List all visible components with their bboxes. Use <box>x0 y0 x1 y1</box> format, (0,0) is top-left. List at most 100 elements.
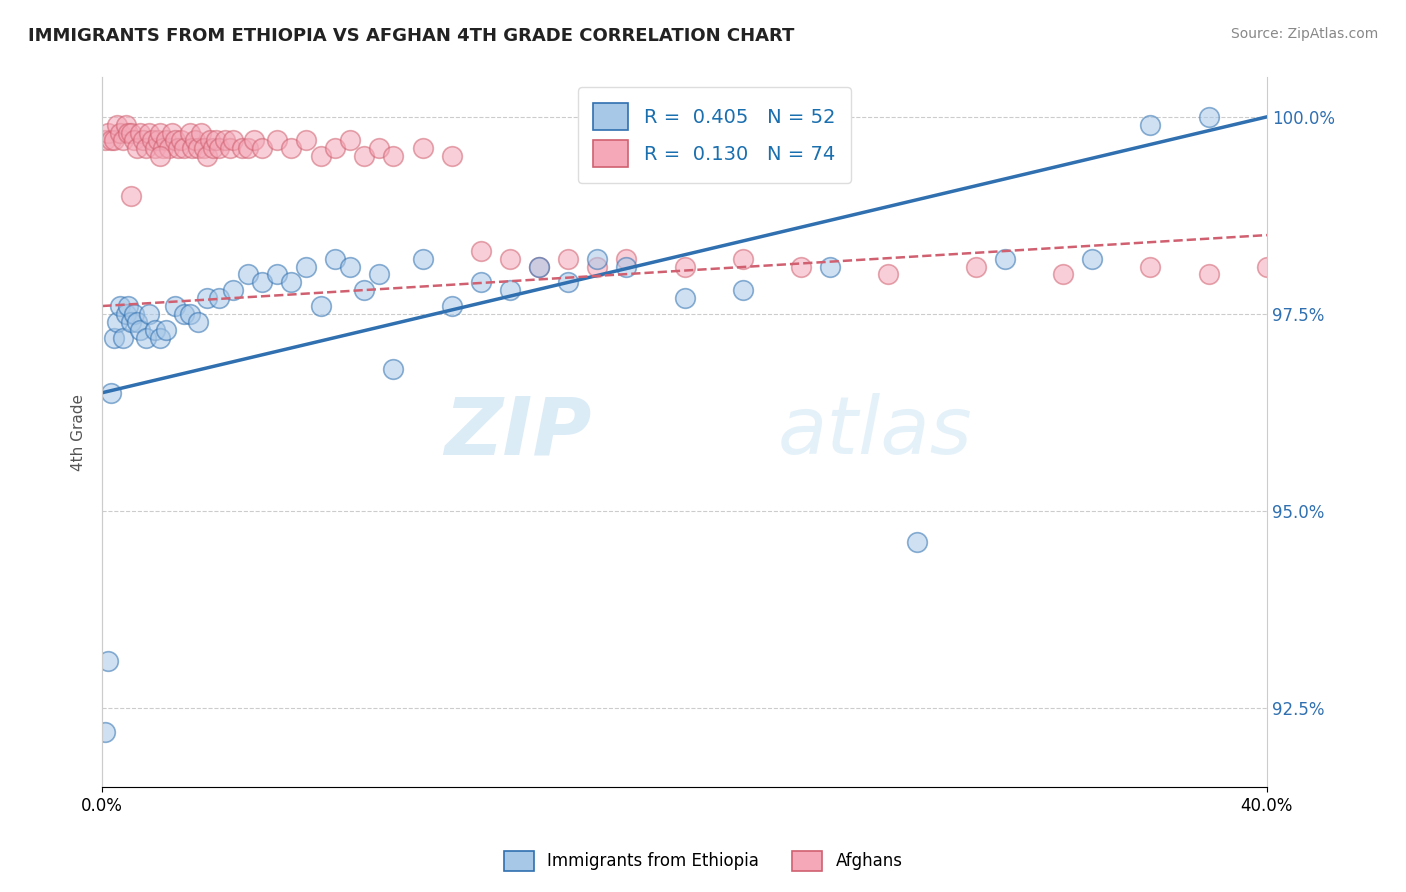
Point <box>138 307 160 321</box>
Point <box>160 126 183 140</box>
Point <box>353 283 375 297</box>
Point <box>108 299 131 313</box>
Point <box>236 141 259 155</box>
Point <box>117 126 139 140</box>
Point <box>132 134 155 148</box>
Point <box>179 307 201 321</box>
Point <box>557 276 579 290</box>
Point <box>214 134 236 148</box>
Point <box>382 362 405 376</box>
Point <box>208 141 231 155</box>
Point <box>181 141 204 155</box>
Point <box>143 323 166 337</box>
Point <box>907 535 929 549</box>
Point <box>295 260 318 274</box>
Point <box>499 252 522 266</box>
Point <box>411 252 433 266</box>
Point <box>157 141 180 155</box>
Point <box>470 244 492 258</box>
Point <box>201 141 224 155</box>
Point <box>120 126 142 140</box>
Point <box>184 134 207 148</box>
Point <box>141 134 163 148</box>
Point <box>198 134 221 148</box>
Point <box>339 134 361 148</box>
Point <box>114 118 136 132</box>
Point <box>440 149 463 163</box>
Point <box>1052 268 1074 282</box>
Point <box>190 126 212 140</box>
Point <box>135 141 157 155</box>
Point <box>170 134 193 148</box>
Point <box>97 654 120 668</box>
Point <box>470 276 492 290</box>
Point <box>127 315 149 329</box>
Point <box>252 141 274 155</box>
Point <box>673 260 696 274</box>
Point <box>994 252 1017 266</box>
Point <box>105 118 128 132</box>
Point <box>100 385 122 400</box>
Point <box>179 126 201 140</box>
Point <box>309 149 332 163</box>
Point <box>673 291 696 305</box>
Point <box>614 260 637 274</box>
Point <box>114 307 136 321</box>
Point <box>163 134 186 148</box>
Text: atlas: atlas <box>778 393 973 471</box>
Point <box>440 299 463 313</box>
Point <box>173 141 195 155</box>
Point <box>163 299 186 313</box>
Point <box>122 307 145 321</box>
Point <box>231 141 253 155</box>
Text: ZIP: ZIP <box>444 393 592 471</box>
Point <box>353 149 375 163</box>
Point <box>1139 260 1161 274</box>
Point <box>149 330 172 344</box>
Legend: R =  0.405   N = 52, R =  0.130   N = 74: R = 0.405 N = 52, R = 0.130 N = 74 <box>578 87 851 183</box>
Point <box>586 260 609 274</box>
Point <box>295 134 318 148</box>
Point <box>155 134 177 148</box>
Point <box>204 134 226 148</box>
Point <box>1081 252 1104 266</box>
Point <box>1256 260 1278 274</box>
Point <box>280 276 302 290</box>
Point <box>877 268 900 282</box>
Point <box>280 141 302 155</box>
Point <box>120 315 142 329</box>
Point <box>167 141 190 155</box>
Point <box>323 252 346 266</box>
Point <box>236 268 259 282</box>
Point <box>242 134 264 148</box>
Point <box>117 299 139 313</box>
Point <box>219 141 242 155</box>
Text: Source: ZipAtlas.com: Source: ZipAtlas.com <box>1230 27 1378 41</box>
Point <box>143 141 166 155</box>
Point <box>149 149 172 163</box>
Point <box>111 330 134 344</box>
Point <box>252 276 274 290</box>
Point <box>103 330 125 344</box>
Point <box>222 283 245 297</box>
Point <box>195 149 218 163</box>
Point <box>187 141 209 155</box>
Point <box>309 299 332 313</box>
Point <box>557 252 579 266</box>
Point <box>97 126 120 140</box>
Point <box>129 126 152 140</box>
Point <box>100 134 122 148</box>
Point <box>129 323 152 337</box>
Y-axis label: 4th Grade: 4th Grade <box>72 393 86 471</box>
Point <box>120 188 142 202</box>
Point <box>1198 268 1220 282</box>
Point <box>731 283 754 297</box>
Point <box>367 268 389 282</box>
Point <box>135 330 157 344</box>
Point <box>266 268 288 282</box>
Point <box>195 291 218 305</box>
Point <box>367 141 389 155</box>
Legend: Immigrants from Ethiopia, Afghans: Immigrants from Ethiopia, Afghans <box>495 842 911 880</box>
Point <box>731 252 754 266</box>
Point <box>527 260 550 274</box>
